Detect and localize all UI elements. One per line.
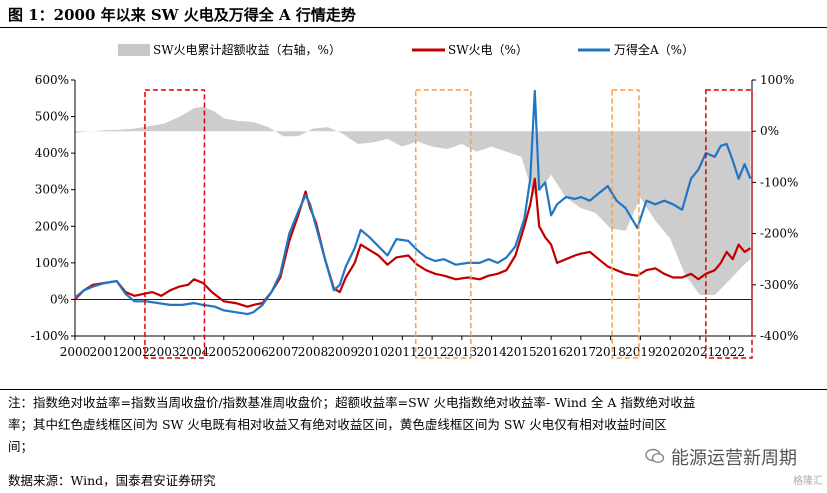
x-tick-label: 2005 [209, 345, 240, 359]
x-tick-label: 2019 [625, 345, 656, 359]
x-tick-label: 2009 [328, 345, 359, 359]
series-line-wind-all-a [74, 89, 752, 316]
x-tick-label: 2018 [595, 345, 626, 359]
y-right-tick-label: -200% [760, 227, 798, 241]
y-left-tick-label: -100% [31, 329, 69, 343]
x-tick-label: 2007 [268, 345, 299, 359]
data-source: 数据来源：Wind，国泰君安证券研究 [8, 473, 216, 488]
x-tick-label: 2015 [506, 345, 537, 359]
note-line-1: 注：指数绝对收益率=指数当周收盘价/指数基准周收盘价；超额收益率=SW 火电指数… [8, 395, 696, 410]
highlight-box-yellow [414, 89, 472, 359]
y-right-tick-label: -300% [760, 278, 798, 292]
brand-label: 能源运营新周期 [671, 448, 797, 469]
y-left-tick-label: 100% [35, 256, 69, 270]
x-tick-label: 2017 [566, 345, 597, 359]
x-tick-label: 2022 [714, 345, 745, 359]
note-line-2: 率；其中红色虚线框区间为 SW 火电既有相对收益又有绝对收益区间，黄色虚线框区间… [8, 417, 667, 432]
corner-watermark: 格隆汇 [793, 476, 823, 487]
highlight-box-red [144, 89, 206, 359]
y-left-tick-label: 500% [35, 110, 69, 124]
y-left-tick-label: 600% [35, 73, 69, 87]
legend-swatch-excess [118, 44, 150, 56]
notes-block [0, 389, 827, 390]
figure-title: 图 1：2000 年以来 SW 火电及万得全 A 行情走势 [8, 6, 356, 24]
x-tick-label: 2011 [387, 345, 418, 359]
brand-watermark: 能源运营新周期 [645, 444, 797, 470]
legend-label-power: SW火电（%） [448, 43, 528, 57]
y-left-tick-label: 200% [35, 219, 69, 233]
highlight-box-red [705, 89, 753, 359]
x-tick-label: 2004 [179, 345, 210, 359]
series-line-sw-power [74, 177, 752, 308]
x-tick-label: 2003 [149, 345, 180, 359]
x-tick-label: 2016 [536, 345, 567, 359]
x-tick-label: 2006 [238, 345, 269, 359]
legend-label-wind-a: 万得全A（%） [614, 42, 694, 57]
x-tick-label: 2000 [60, 345, 91, 359]
x-tick-label: 2013 [447, 345, 478, 359]
legend-label-excess: SW火电累计超额收益（右轴，%） [153, 42, 341, 57]
x-tick-label: 2014 [476, 345, 507, 359]
figure-title-bar: 图 1：2000 年以来 SW 火电及万得全 A 行情走势 [0, 0, 827, 28]
y-right-tick-label: -100% [760, 175, 798, 189]
y-right-tick-label: 0% [760, 124, 779, 138]
wechat-icon [645, 448, 665, 464]
x-tick-label: 2012 [417, 345, 448, 359]
y-left-tick-label: 400% [35, 146, 69, 160]
y-right-tick-label: 100% [760, 73, 794, 87]
x-tick-label: 2008 [298, 345, 329, 359]
x-tick-label: 2020 [655, 345, 686, 359]
y-left-tick-label: 300% [35, 183, 69, 197]
note-line-3: 间； [8, 439, 34, 454]
x-tick-label: 2021 [685, 345, 716, 359]
y-left-tick-label: 0% [50, 292, 69, 306]
y-right-tick-label: -400% [760, 329, 798, 343]
x-tick-label: 2001 [89, 345, 120, 359]
line-chart: -100% 0% 100% 200% 300% 400% 500% 600% -400% -300… [31, 42, 799, 359]
x-tick-label: 2010 [357, 345, 388, 359]
highlight-box-yellow [611, 89, 640, 359]
x-tick-label: 2002 [119, 345, 150, 359]
series-area-excess-return [75, 106, 751, 295]
